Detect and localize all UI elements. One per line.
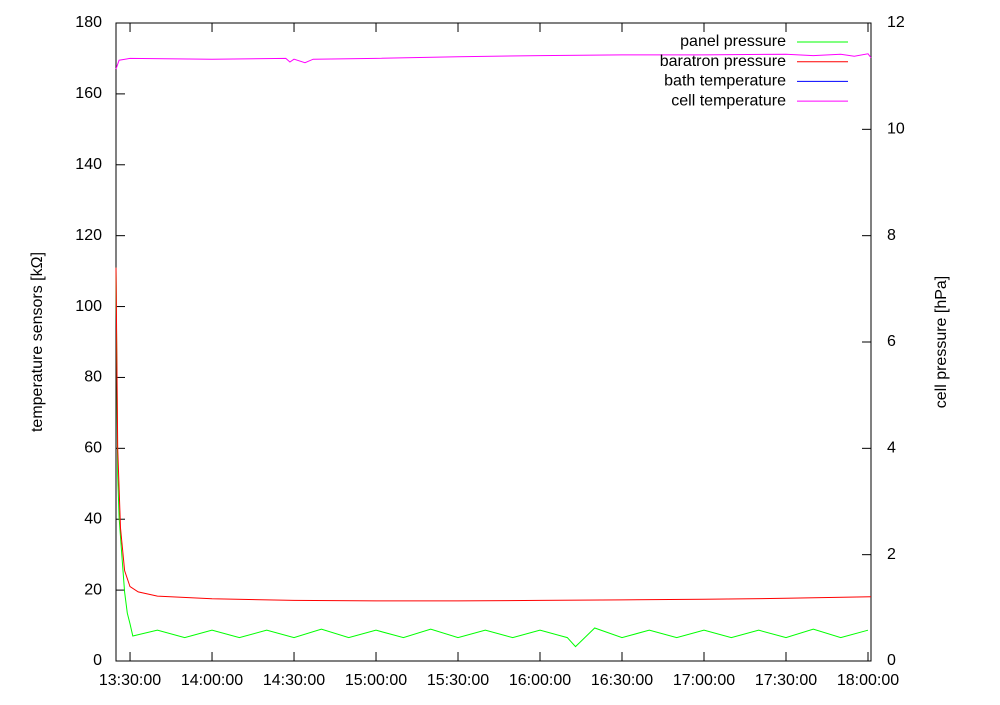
x-tick-label: 17:30:00 — [755, 672, 817, 689]
series-line — [115, 53, 872, 70]
y2-tick-label: 2 — [887, 546, 896, 563]
x-tick-label: 13:30:00 — [99, 672, 161, 689]
y-tick-label: 60 — [84, 440, 102, 457]
y2-axis-label: cell pressure [hPa] — [933, 276, 950, 409]
y-tick-label: 80 — [84, 369, 102, 386]
x-tick-label: 17:00:00 — [673, 672, 735, 689]
x-tick-label: 16:30:00 — [591, 672, 653, 689]
y-tick-label: 0 — [93, 652, 102, 669]
series-line — [115, 267, 872, 602]
x-tick-label: 16:00:00 — [509, 672, 571, 689]
y-axis-label: temperature sensors [kΩ] — [29, 252, 46, 432]
y2-tick-label: 4 — [887, 440, 896, 457]
y-tick-label: 100 — [75, 298, 102, 315]
y-tick-label: 40 — [84, 510, 102, 527]
x-tick-label: 14:30:00 — [263, 672, 325, 689]
legend-label: baratron pressure — [660, 53, 786, 70]
y2-tick-label: 8 — [887, 227, 896, 244]
x-tick-label: 15:00:00 — [345, 672, 407, 689]
legend-label: cell temperature — [671, 92, 786, 109]
series-line — [115, 267, 869, 648]
y2-tick-label: 6 — [887, 333, 896, 350]
legend-label: bath temperature — [664, 73, 786, 90]
y2-tick-label: 0 — [887, 652, 896, 669]
y-tick-label: 160 — [75, 85, 102, 102]
y2-tick-label: 10 — [887, 121, 905, 138]
x-tick-label: 18:00:00 — [837, 672, 899, 689]
y2-tick-label: 12 — [887, 14, 905, 31]
y-tick-label: 180 — [75, 14, 102, 31]
y-tick-label: 120 — [75, 227, 102, 244]
y-tick-label: 140 — [75, 156, 102, 173]
x-tick-label: 14:00:00 — [181, 672, 243, 689]
legend-label: panel pressure — [680, 33, 786, 50]
x-tick-label: 15:30:00 — [427, 672, 489, 689]
plot-frame — [115, 22, 872, 662]
y-tick-label: 20 — [84, 581, 102, 598]
